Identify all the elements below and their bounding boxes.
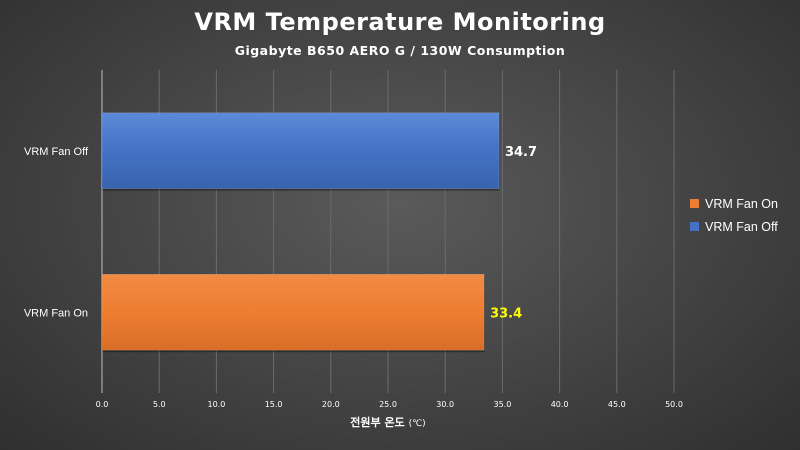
bars [101, 112, 500, 353]
bar [101, 112, 500, 189]
chart-title: VRM Temperature Monitoring [194, 8, 606, 36]
data-label: 33.4 [490, 306, 522, 321]
category-label: VRM Fan Off [24, 146, 89, 158]
x-tick-label: 15.0 [265, 400, 283, 409]
x-tick-label: 30.0 [436, 400, 454, 409]
category-label: VRM Fan On [24, 307, 88, 319]
labels: 0.0 5.0 10.0 15.0 20.0 25.0 30.0 35.0 40.0 45.0 50… [24, 145, 683, 429]
x-tick-label: 0.0 [96, 400, 109, 409]
chart-subtitle: Gigabyte B650 AERO G / 130W Consumption [234, 43, 566, 58]
legend-swatch [690, 199, 699, 208]
x-tick-label: 40.0 [551, 400, 569, 409]
x-tick-label: 50.0 [665, 400, 683, 409]
x-tick-label: 10.0 [207, 400, 225, 409]
legend-label: VRM Fan On [705, 196, 778, 211]
legend-item: VRM Fan On [690, 192, 778, 215]
x-tick-label: 25.0 [379, 400, 397, 409]
x-tick-label: 5.0 [153, 400, 166, 409]
x-tick-label: 20.0 [322, 400, 340, 409]
x-tick-label: 35.0 [493, 400, 511, 409]
x-axis-label: 전원부 온도 (℃) [350, 415, 425, 429]
legend-label: VRM Fan Off [705, 219, 778, 234]
legend-swatch [690, 222, 699, 231]
legend-item: VRM Fan Off [690, 215, 778, 238]
bar [101, 274, 485, 351]
data-label: 34.7 [505, 145, 537, 160]
x-tick-label: 45.0 [608, 400, 626, 409]
legend: VRM Fan On VRM Fan Off [690, 192, 778, 238]
